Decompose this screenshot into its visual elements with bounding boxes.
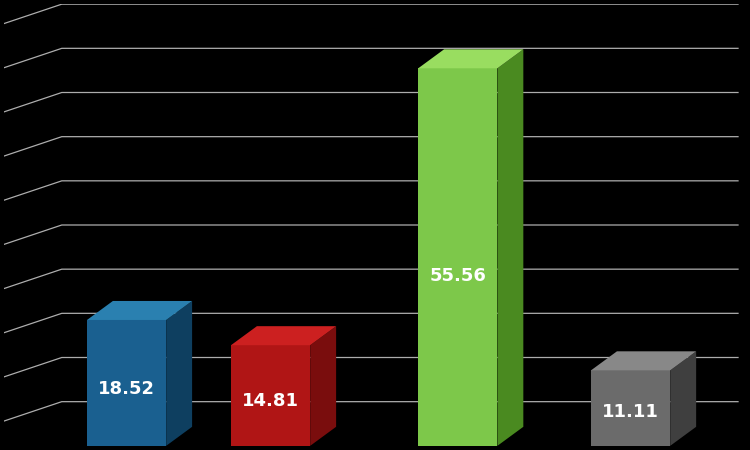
Polygon shape — [419, 50, 524, 68]
Bar — [419, 68, 497, 446]
Polygon shape — [166, 301, 192, 446]
Text: 55.56: 55.56 — [429, 267, 486, 285]
Text: 14.81: 14.81 — [242, 392, 299, 410]
Polygon shape — [497, 50, 523, 446]
Bar — [231, 345, 310, 446]
Polygon shape — [231, 326, 336, 345]
Text: 11.11: 11.11 — [602, 403, 659, 421]
Polygon shape — [591, 351, 696, 370]
Bar — [591, 370, 670, 446]
Polygon shape — [87, 301, 192, 320]
Bar — [87, 320, 166, 446]
Polygon shape — [310, 326, 336, 446]
Polygon shape — [670, 351, 696, 446]
Text: 18.52: 18.52 — [98, 380, 155, 398]
